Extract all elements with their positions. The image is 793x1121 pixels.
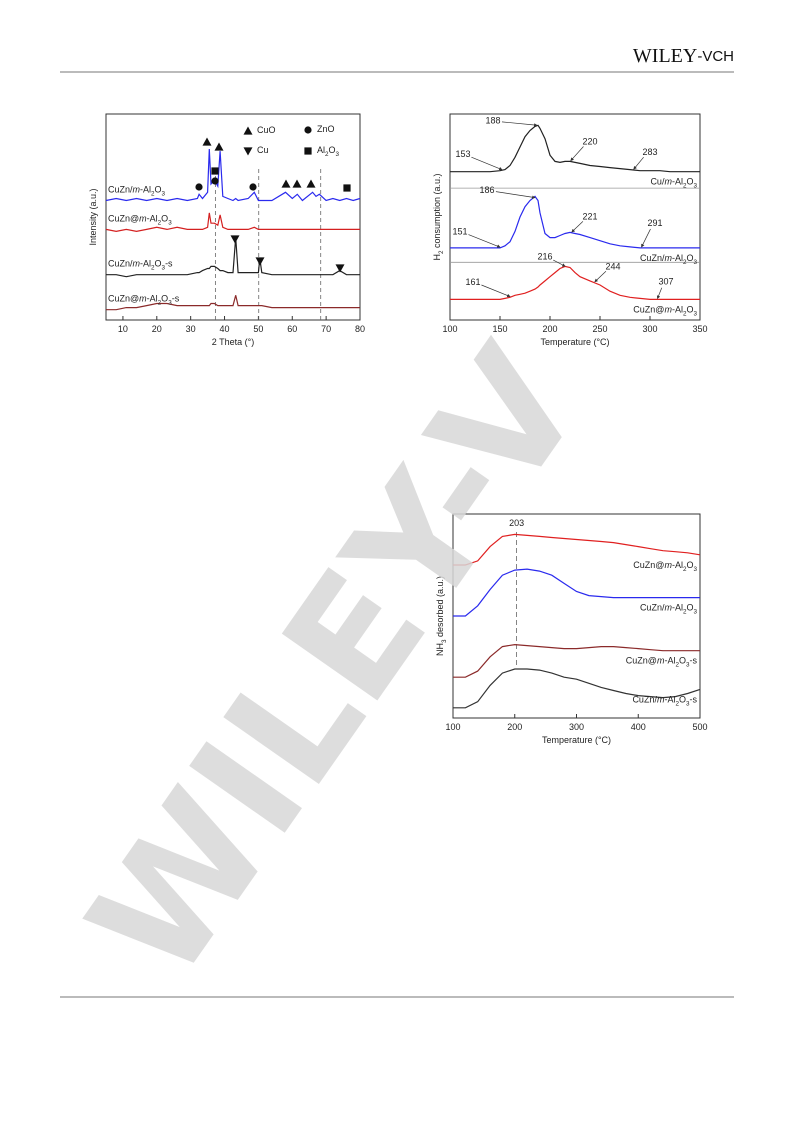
- series-line: [453, 668, 701, 709]
- x-tick-label: 100: [445, 722, 460, 732]
- phase-marker: [195, 183, 203, 191]
- series-line: [106, 295, 360, 311]
- peak-arrow: [468, 234, 501, 248]
- legend-symbol: [304, 126, 312, 134]
- series-label: CuZn@m-Al2O3-s: [108, 294, 180, 307]
- peak-label: 151: [452, 227, 467, 237]
- legend-label: CuO: [257, 125, 276, 135]
- peak-label: 188: [485, 116, 500, 126]
- plot-frame: [105, 113, 361, 321]
- peak-arrow: [570, 146, 584, 162]
- series-label: CuZn@m-Al2O3: [108, 214, 172, 227]
- legend-label: Al2O3: [317, 145, 340, 158]
- series-line: [450, 195, 700, 249]
- peak-arrow: [594, 270, 607, 283]
- x-axis-label: Temperature (°C): [540, 337, 609, 347]
- series-label: CuZn/m-Al2O3: [640, 603, 698, 616]
- x-tick-label: 300: [569, 722, 584, 732]
- peak-label: 216: [537, 252, 552, 262]
- series-line: [450, 265, 700, 300]
- series-label: CuZn@m-Al2O3-s: [626, 656, 698, 669]
- legend-label: Cu: [257, 145, 269, 155]
- phase-marker: [335, 264, 345, 273]
- x-axis-label: Temperature (°C): [542, 735, 611, 745]
- x-tick-label: 500: [692, 722, 707, 732]
- series-label: CuZn/m-Al2O3: [640, 253, 698, 266]
- x-tick-label: 200: [507, 722, 522, 732]
- peak-arrow: [633, 156, 644, 170]
- peak-label: 153: [455, 149, 470, 159]
- series-line: [105, 148, 361, 202]
- phase-marker: [249, 183, 257, 191]
- legend-symbol: [304, 147, 312, 155]
- phase-marker: [281, 179, 291, 188]
- legend-label: ZnO: [317, 124, 335, 134]
- x-tick-label: 30: [186, 324, 196, 334]
- series-line: [105, 212, 360, 233]
- legend-symbol: [243, 147, 253, 156]
- x-tick-label: 40: [220, 324, 230, 334]
- x-tick-label: 100: [442, 324, 457, 334]
- y-axis-label: H2 consumption (a.u.): [432, 173, 445, 260]
- series-line: [453, 568, 700, 617]
- x-tick-label: 60: [287, 324, 297, 334]
- x-tick-label: 20: [152, 324, 162, 334]
- phase-marker: [255, 257, 265, 266]
- x-tick-label: 200: [542, 324, 557, 334]
- series-label: CuZn/m-Al2O3: [108, 185, 166, 198]
- peak-label: 244: [605, 262, 620, 272]
- x-tick-label: 80: [355, 324, 365, 334]
- series-line: [106, 237, 360, 278]
- phase-marker: [211, 177, 219, 185]
- x-tick-label: 350: [692, 324, 707, 334]
- series-label: CuZn/m-Al2O3-s: [632, 695, 697, 708]
- y-axis-label: NH3 desorbed (a.u.): [435, 576, 448, 656]
- series-line: [453, 533, 701, 566]
- peak-arrow: [471, 156, 503, 171]
- peak-label: 220: [582, 137, 597, 147]
- plot-frame: [449, 113, 701, 321]
- series-label: CuZn@m-Al2O3: [633, 305, 697, 318]
- y-axis-label: Intensity (a.u.): [88, 188, 98, 245]
- series-label: CuZn@m-Al2O3: [633, 560, 697, 573]
- watermark: WILEY-V: [53, 315, 618, 1011]
- peak-label: 203: [509, 518, 524, 528]
- x-tick-label: 70: [321, 324, 331, 334]
- peak-arrow: [641, 228, 651, 248]
- series-label: Cu/m-Al2O3: [650, 177, 697, 190]
- x-tick-label: 50: [253, 324, 263, 334]
- x-tick-label: 300: [642, 324, 657, 334]
- peak-label: 283: [642, 147, 657, 157]
- peak-label: 186: [479, 185, 494, 195]
- phase-marker: [306, 179, 316, 188]
- peak-arrow: [553, 259, 566, 267]
- peak-label: 161: [465, 277, 480, 287]
- peak-label: 221: [582, 212, 597, 222]
- series-label: CuZn/m-Al2O3-s: [108, 259, 173, 272]
- peak-arrow: [481, 284, 511, 298]
- phase-marker: [343, 184, 351, 192]
- series-line: [453, 643, 700, 678]
- phase-marker: [202, 137, 212, 146]
- peak-arrow: [656, 287, 663, 300]
- x-tick-label: 250: [592, 324, 607, 334]
- peak-arrow: [571, 221, 584, 233]
- x-tick-label: 150: [492, 324, 507, 334]
- peak-label: 307: [658, 277, 673, 287]
- x-tick-label: 400: [631, 722, 646, 732]
- brand: WILEY-VCH: [633, 45, 734, 67]
- phase-marker: [214, 142, 224, 151]
- phase-marker: [292, 179, 302, 188]
- peak-label: 291: [647, 218, 662, 228]
- peak-arrow: [501, 121, 538, 127]
- phase-marker: [230, 235, 240, 244]
- x-tick-label: 10: [118, 324, 128, 334]
- x-axis-label: 2 Theta (°): [212, 337, 254, 347]
- figures: 10 20 30 40 50 60 70 80 2 Theta (°) Intensity (a.…: [88, 113, 708, 745]
- legend-symbol: [243, 126, 253, 135]
- peak-arrow: [495, 191, 536, 199]
- series-line: [450, 124, 700, 173]
- phase-marker: [211, 167, 219, 175]
